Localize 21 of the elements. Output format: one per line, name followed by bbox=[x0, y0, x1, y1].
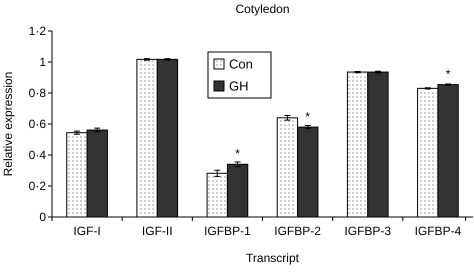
x-tick-label: IGFBP-1 bbox=[204, 224, 252, 238]
y-tick-label: 1 bbox=[39, 55, 46, 70]
x-tick-label: IGFBP-2 bbox=[274, 224, 322, 238]
x-tick-label: IGFBP-3 bbox=[344, 224, 392, 238]
annotation: * bbox=[235, 146, 240, 160]
y-tick-label: 0·4 bbox=[28, 148, 46, 162]
y-axis-title: Relative expression bbox=[1, 72, 15, 176]
legend-label: GH bbox=[229, 78, 248, 94]
y-tick-label: 0·8 bbox=[28, 86, 46, 100]
x-axis-title: Transcript bbox=[246, 251, 300, 265]
x-tick-label: IGFBP-4 bbox=[414, 224, 462, 238]
x-tick-label: IGF-I bbox=[73, 224, 101, 238]
y-tick-label: 0·6 bbox=[28, 117, 46, 132]
annotation: * bbox=[446, 66, 451, 81]
legend-label: Con bbox=[229, 56, 253, 72]
y-tick-label: 0·2 bbox=[28, 179, 46, 194]
y-tick-label: 1·2 bbox=[28, 24, 46, 38]
chart-title: Cotyledon bbox=[235, 2, 290, 16]
annotation: * bbox=[305, 109, 310, 124]
x-tick-label: IGF-II bbox=[142, 224, 173, 238]
y-tick-label: 0 bbox=[39, 210, 46, 224]
